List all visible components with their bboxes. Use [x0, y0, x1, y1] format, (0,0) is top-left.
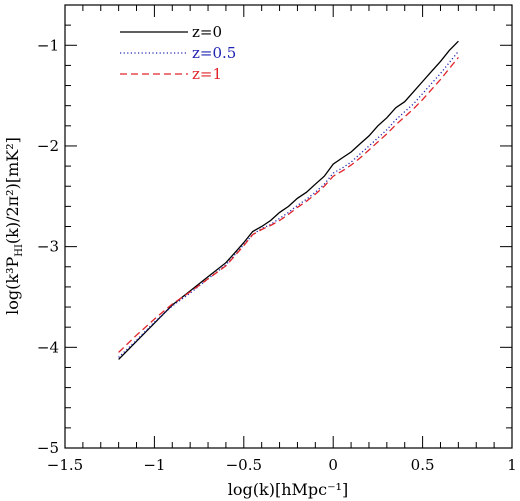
axis-ticks [64, 4, 513, 449]
tick-labels: −1.5 −1 −0.5 0 0.5 1 −5 −4 −3 −2 −1 [37, 36, 517, 474]
y-axis-label: log(k³PHI(k)/2π²)[mK²] [3, 137, 25, 315]
series-layer [118, 40, 459, 360]
y-tick-label: −4 [37, 338, 59, 356]
legend-label: z=0 [192, 23, 222, 41]
y-tick-label: −3 [37, 238, 59, 256]
series-line-2 [118, 56, 459, 353]
x-tick-label: −1 [143, 456, 165, 474]
series-line-0 [118, 40, 459, 360]
y-tick-label: −5 [37, 439, 59, 457]
x-tick-label: 0.5 [411, 456, 435, 474]
plot-frame [64, 4, 513, 449]
y-tick-label: −2 [37, 137, 59, 155]
legend: z=0 z=0.5 z=1 [120, 23, 236, 83]
x-tick-label: −0.5 [226, 456, 262, 474]
x-tick-label: 1 [507, 456, 517, 474]
legend-label: z=0.5 [192, 44, 236, 62]
y-tick-label: −1 [37, 36, 59, 54]
x-axis-label: log(k)[hMpc⁻¹] [228, 480, 348, 499]
series-line-1 [118, 50, 459, 358]
x-tick-label: 0 [328, 456, 338, 474]
x-tick-label: −1.5 [47, 456, 83, 474]
legend-label: z=1 [192, 65, 222, 83]
